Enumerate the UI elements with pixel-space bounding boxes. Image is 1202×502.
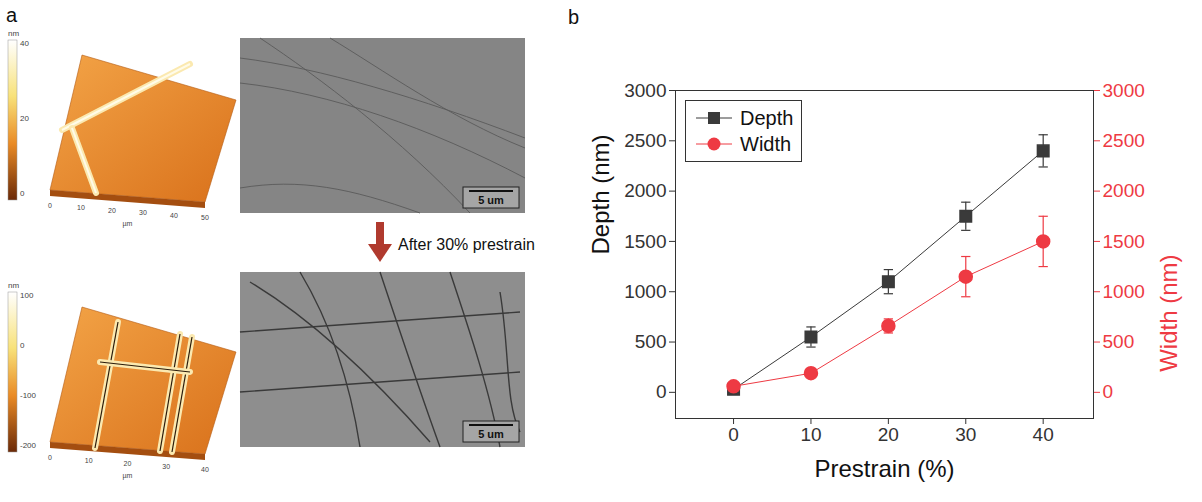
svg-text:0: 0	[48, 454, 52, 461]
svg-text:5 um: 5 um	[478, 428, 504, 440]
svg-text:-200: -200	[20, 441, 37, 450]
svg-text:20: 20	[108, 207, 116, 214]
svg-text:30: 30	[162, 463, 170, 470]
svg-text:nm: nm	[8, 29, 19, 38]
svg-text:Depth (nm): Depth (nm)	[587, 134, 614, 254]
svg-text:Prestrain (%): Prestrain (%)	[814, 455, 954, 482]
html-text:Width: Width	[740, 132, 792, 155]
svg-text:1500: 1500	[1103, 231, 1145, 252]
svg-text:Width (nm): Width (nm)	[1155, 255, 1182, 372]
svg-text:20: 20	[124, 460, 132, 467]
svg-text:20: 20	[20, 114, 29, 123]
svg-text:2500: 2500	[1103, 130, 1145, 151]
html-text:b: b	[568, 6, 580, 28]
svg-text:-100: -100	[20, 391, 37, 400]
svg-text:20: 20	[878, 424, 899, 445]
svg-text:0: 0	[20, 189, 25, 198]
html-text:Depth: Depth	[740, 106, 794, 129]
svg-text:30: 30	[955, 424, 976, 445]
svg-text:0: 0	[48, 202, 52, 209]
svg-text:0: 0	[1103, 381, 1114, 402]
svg-text:10: 10	[77, 204, 85, 211]
svg-text:50: 50	[201, 214, 209, 221]
svg-text:3000: 3000	[624, 80, 666, 101]
svg-text:2000: 2000	[1103, 180, 1145, 201]
svg-text:40: 40	[1033, 424, 1054, 445]
svg-text:1000: 1000	[624, 281, 666, 302]
svg-text:500: 500	[1103, 331, 1135, 352]
svg-text:2000: 2000	[624, 180, 666, 201]
svg-text:0: 0	[656, 381, 667, 402]
svg-text:2500: 2500	[624, 130, 666, 151]
svg-text:10: 10	[800, 424, 821, 445]
svg-text:5 um: 5 um	[478, 194, 504, 206]
svg-text:100: 100	[20, 291, 34, 300]
svg-text:a: a	[6, 4, 18, 26]
svg-text:30: 30	[139, 209, 147, 216]
svg-text:µm: µm	[123, 220, 133, 228]
svg-text:40: 40	[20, 39, 29, 48]
svg-text:3000: 3000	[1103, 80, 1145, 101]
svg-text:1000: 1000	[1103, 281, 1145, 302]
svg-text:0: 0	[728, 424, 739, 445]
svg-text:µm: µm	[123, 472, 133, 480]
svg-text:40: 40	[201, 466, 209, 473]
svg-text:After 30% prestrain: After 30% prestrain	[398, 236, 535, 253]
svg-text:40: 40	[170, 212, 178, 219]
svg-text:10: 10	[85, 457, 93, 464]
svg-text:500: 500	[635, 331, 667, 352]
svg-text:nm: nm	[8, 281, 19, 290]
svg-text:1500: 1500	[624, 231, 666, 252]
svg-text:0: 0	[20, 341, 25, 350]
